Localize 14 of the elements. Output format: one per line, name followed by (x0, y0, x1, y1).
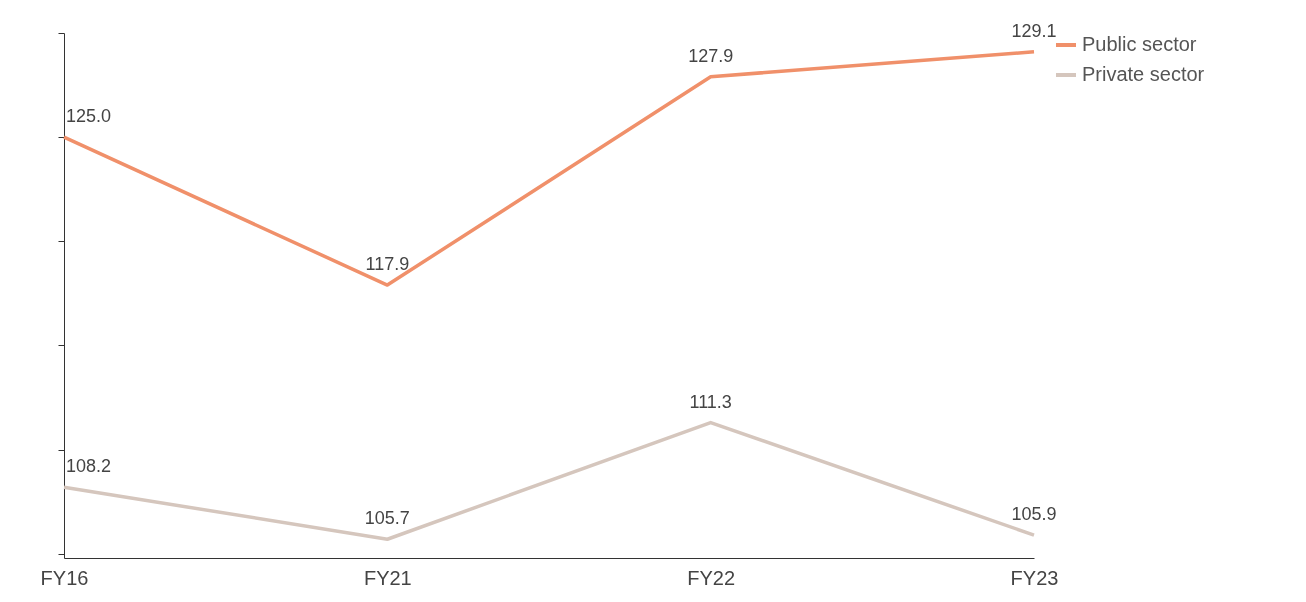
x-tick-label: FY16 (40, 566, 89, 589)
data-label: 117.9 (365, 254, 410, 275)
data-label: 129.1 (1011, 20, 1057, 41)
legend-label: Public sector (1082, 33, 1197, 55)
data-label: 105.7 (364, 508, 410, 529)
data-label: 127.9 (688, 45, 734, 66)
x-tick-label: FY21 (363, 566, 412, 589)
data-label: 105.9 (1011, 504, 1057, 525)
data-label: 111.3 (689, 391, 732, 412)
data-label: 125.0 (66, 106, 112, 127)
legend-label: Private sector (1082, 63, 1205, 85)
x-tick-label: FY23 (1010, 566, 1059, 589)
x-tick-label: FY22 (687, 566, 736, 589)
data-label: 108.2 (66, 456, 112, 477)
